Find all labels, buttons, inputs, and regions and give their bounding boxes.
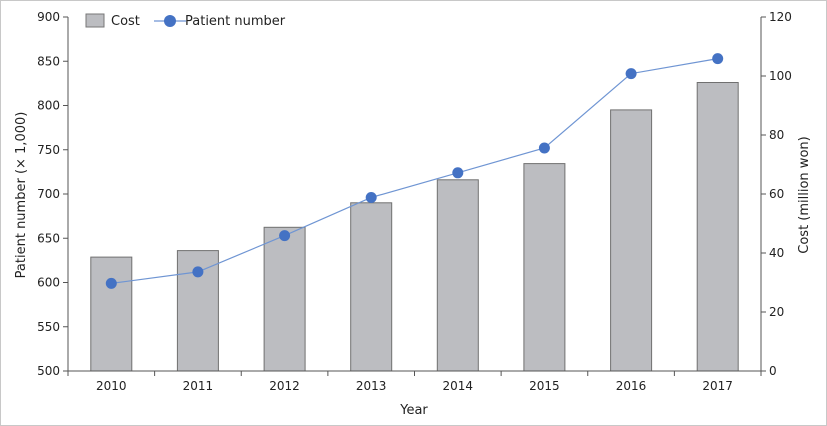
y-left-tick-label-750: 750 bbox=[37, 143, 60, 157]
point-patient-2017 bbox=[712, 53, 724, 65]
legend-cost-swatch bbox=[85, 13, 105, 28]
x-tick-label-2010: 2010 bbox=[96, 379, 127, 393]
point-patient-2011 bbox=[192, 266, 204, 278]
axes-layer: 500 550 600 650 700 750 800 850 900 0 20 40 60 80 100 1… bbox=[37, 10, 792, 393]
y-right-tick-label-120: 120 bbox=[769, 10, 792, 24]
bar-cost-2013 bbox=[350, 202, 393, 372]
legend-cost-label: Cost bbox=[111, 14, 140, 29]
point-patient-2012 bbox=[279, 230, 291, 242]
x-tick-label-2015: 2015 bbox=[529, 379, 560, 393]
legend-patient-marker bbox=[164, 15, 176, 27]
bars-layer bbox=[90, 82, 739, 372]
y-left-tick-label-650: 650 bbox=[37, 231, 60, 245]
bar-cost-2016 bbox=[610, 109, 653, 372]
y-axis-left-title: Patient number (× 1,000) bbox=[14, 112, 29, 279]
bar-cost-2017 bbox=[696, 82, 739, 372]
bar-cost-2010 bbox=[90, 256, 133, 372]
x-tick-label-2016: 2016 bbox=[616, 379, 647, 393]
x-tick-label-2017: 2017 bbox=[702, 379, 733, 393]
line-layer bbox=[105, 53, 724, 289]
legend: Cost Patient number bbox=[85, 13, 286, 29]
y-axis-right-title: Cost (million won) bbox=[797, 136, 812, 253]
bar-cost-2012 bbox=[263, 226, 306, 372]
y-left-tick-label-850: 850 bbox=[37, 54, 60, 68]
y-left-tick-label-600: 600 bbox=[37, 276, 60, 290]
point-patient-2015 bbox=[538, 142, 550, 154]
legend-patient-label: Patient number bbox=[185, 14, 286, 29]
point-patient-2010 bbox=[105, 277, 117, 289]
y-left-tick-label-550: 550 bbox=[37, 320, 60, 334]
y-left-tick-label-700: 700 bbox=[37, 187, 60, 201]
bar-cost-2014 bbox=[436, 179, 479, 372]
patient-number-line bbox=[111, 58, 718, 284]
y-right-tick-label-40: 40 bbox=[769, 246, 784, 260]
y-left-tick-label-800: 800 bbox=[37, 99, 60, 113]
y-right-tick-label-0: 0 bbox=[769, 364, 777, 378]
point-patient-2016 bbox=[625, 68, 637, 80]
x-axis-title: Year bbox=[399, 403, 428, 418]
y-right-tick-label-20: 20 bbox=[769, 305, 784, 319]
y-right-tick-label-80: 80 bbox=[769, 128, 784, 142]
x-tick-label-2012: 2012 bbox=[269, 379, 300, 393]
x-tick-label-2013: 2013 bbox=[356, 379, 387, 393]
y-right-tick-label-60: 60 bbox=[769, 187, 784, 201]
x-tick-label-2014: 2014 bbox=[443, 379, 474, 393]
point-patient-2014 bbox=[452, 167, 464, 179]
bar-cost-2015 bbox=[523, 163, 566, 372]
y-left-tick-label-900: 900 bbox=[37, 10, 60, 24]
y-left-tick-label-500: 500 bbox=[37, 364, 60, 378]
y-right-tick-label-100: 100 bbox=[769, 69, 792, 83]
x-tick-label-2011: 2011 bbox=[183, 379, 214, 393]
point-patient-2013 bbox=[365, 192, 377, 203]
